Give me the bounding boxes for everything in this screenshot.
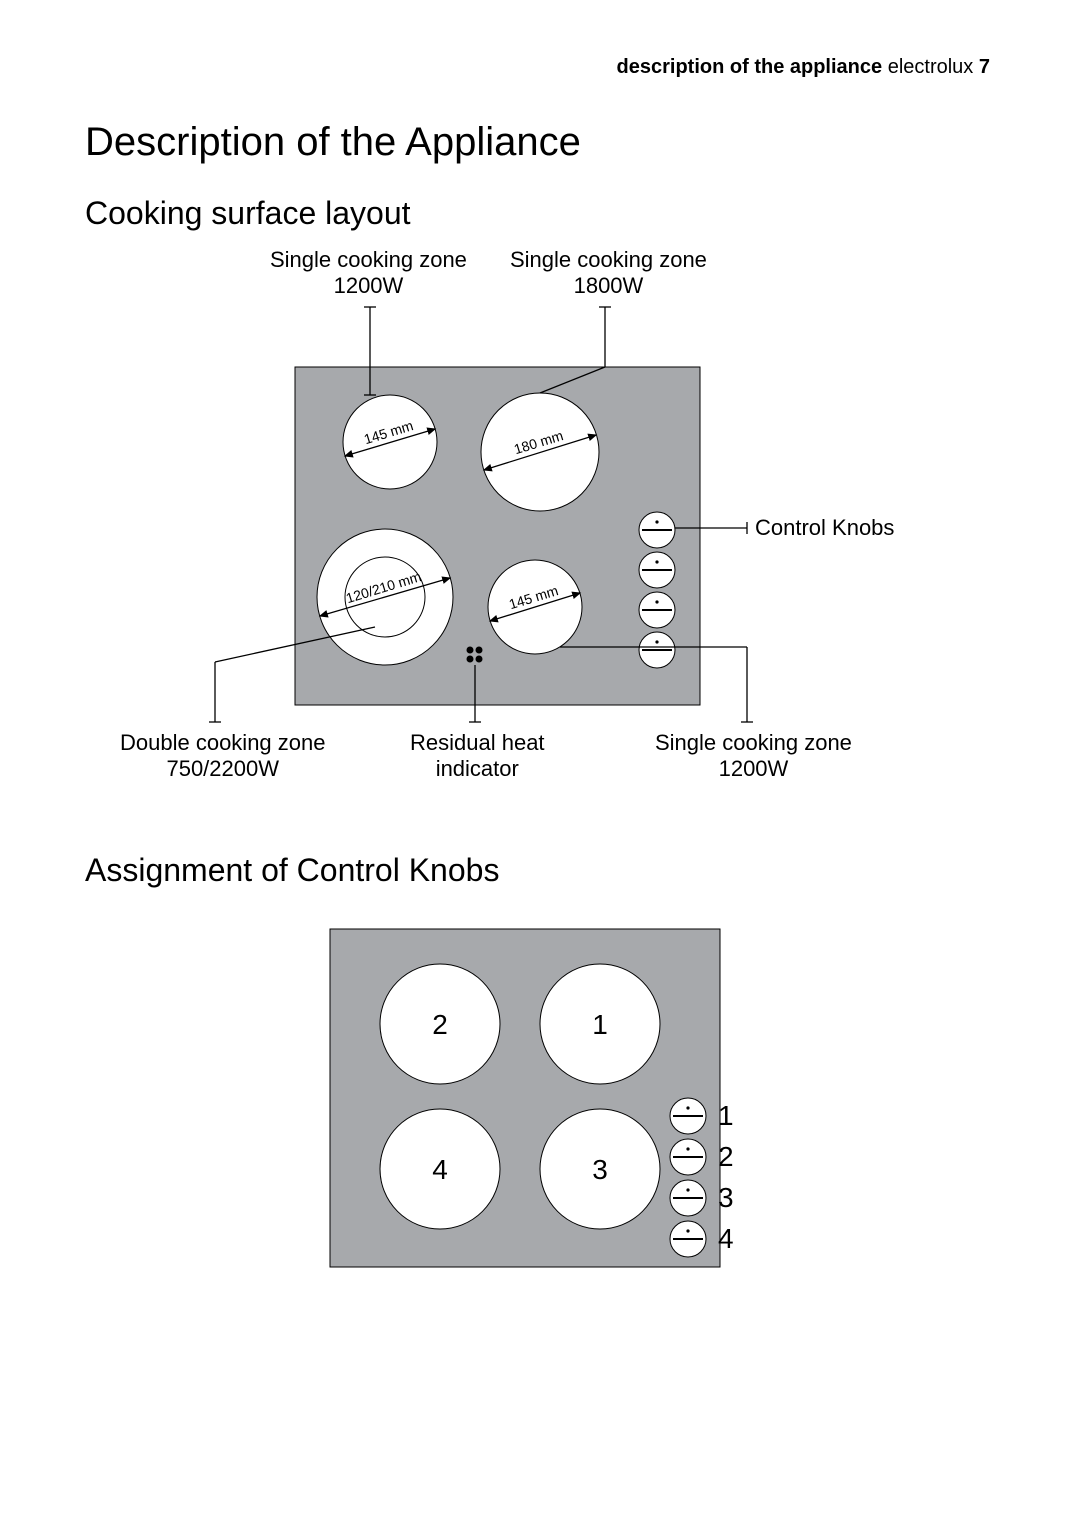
running-header: description of the appliance electrolux … — [617, 56, 990, 79]
callout-line1: Single cooking zone — [270, 247, 467, 272]
section-knob-assignment: Assignment of Control Knobs — [85, 852, 995, 889]
knob-3 — [639, 592, 675, 628]
header-page-number: 7 — [979, 56, 990, 78]
zone-2: 2 — [380, 964, 500, 1084]
knob-label: 1 — [718, 1100, 734, 1131]
callout-line2: 1200W — [334, 273, 404, 298]
callout-line1: Residual heat — [410, 730, 545, 755]
callout-zone-1200w-bottom: Single cooking zone 1200W — [655, 730, 852, 783]
knob-label: 2 — [718, 1141, 734, 1172]
header-brand: electrolux — [888, 56, 974, 78]
figure-cooking-surface-layout: Single cooking zone 1200W Single cooking… — [85, 252, 995, 792]
knob-1 — [639, 512, 675, 548]
knob-2 — [639, 552, 675, 588]
header-section: description of the appliance — [617, 56, 883, 78]
callout-line2: 750/2200W — [166, 756, 279, 781]
page-root: description of the appliance electrolux … — [0, 0, 1080, 1529]
figure-knob-assignment: 2 1 4 3 1 2 3 — [85, 919, 995, 1319]
page-title: Description of the Appliance — [85, 120, 995, 165]
diagram-svg-2: 2 1 4 3 1 2 3 — [320, 919, 760, 1279]
callout-residual-heat: Residual heat indicator — [410, 730, 545, 783]
callout-zone-1200w-top: Single cooking zone 1200W — [270, 247, 467, 300]
callout-text: Control Knobs — [755, 515, 894, 540]
knob-label: 4 — [718, 1223, 734, 1254]
knob-label: 3 — [718, 1182, 734, 1213]
zone-3: 3 — [540, 1109, 660, 1229]
callout-line2: 1200W — [719, 756, 789, 781]
callout-line1: Single cooking zone — [655, 730, 852, 755]
zone-label: 3 — [592, 1154, 608, 1185]
hob-rect-2 — [330, 929, 720, 1267]
zone-label: 4 — [432, 1154, 448, 1185]
callout-zone-1800w: Single cooking zone 1800W — [510, 247, 707, 300]
callout-line2: indicator — [436, 756, 519, 781]
zone-4: 4 — [380, 1109, 500, 1229]
callout-control-knobs: Control Knobs — [755, 515, 894, 541]
zone-1: 1 — [540, 964, 660, 1084]
knob-4 — [639, 632, 675, 668]
section-cooking-surface-layout: Cooking surface layout — [85, 195, 995, 232]
callout-line2: 1800W — [574, 273, 644, 298]
callout-line1: Single cooking zone — [510, 247, 707, 272]
callout-line1: Double cooking zone — [120, 730, 325, 755]
zone-label: 1 — [592, 1009, 608, 1040]
zone-label: 2 — [432, 1009, 448, 1040]
callout-double-zone: Double cooking zone 750/2200W — [120, 730, 325, 783]
